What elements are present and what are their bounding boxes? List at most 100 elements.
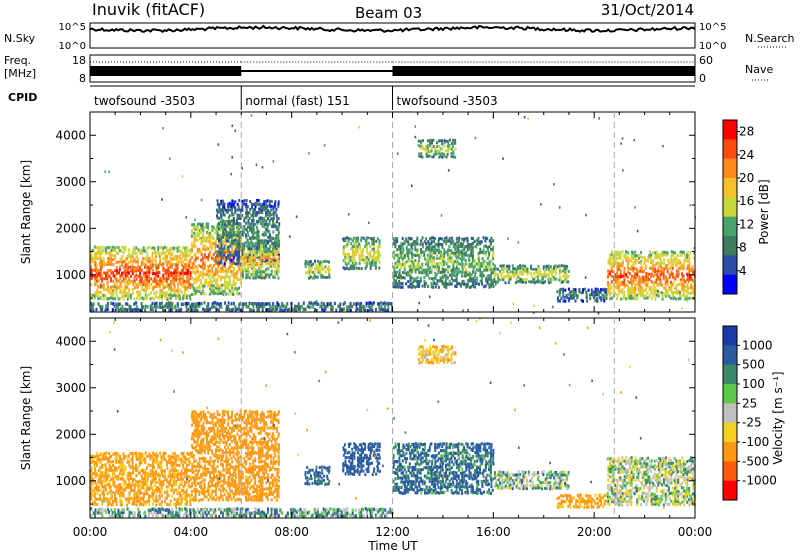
colorbar-swatch (723, 274, 737, 295)
echo-cell (135, 308, 138, 312)
echo-cell (197, 256, 199, 260)
echo-cell (557, 265, 559, 268)
echo-cell (231, 224, 234, 228)
echo-cell (129, 260, 132, 264)
echo-cell (169, 460, 172, 464)
echo-cell (171, 452, 174, 456)
echo-cell (682, 285, 685, 289)
echo-cell (520, 278, 523, 282)
echo-cell (511, 264, 514, 268)
echo-cell (164, 490, 167, 494)
echo-cell (241, 272, 244, 276)
echo-cell (252, 253, 255, 257)
echo-cell (246, 269, 249, 273)
echo-cell (180, 272, 183, 276)
echo-cell (406, 254, 409, 258)
echo-cell (129, 451, 132, 455)
echo-cell (182, 280, 185, 284)
echo-cell (261, 273, 264, 277)
echo-cell (249, 199, 252, 203)
echo-cell (444, 282, 447, 286)
echo-cell (537, 264, 540, 268)
cpid-segment-label: twofsound -3503 (397, 94, 498, 108)
echo-cell (140, 486, 143, 490)
echo-cell (393, 279, 396, 283)
echo-cell (679, 297, 682, 301)
echo-cell (129, 265, 132, 269)
echo-cell (664, 282, 667, 286)
echo-speckle (163, 309, 166, 312)
echo-cell (412, 280, 415, 284)
echo-cell (637, 289, 640, 292)
echo-cell (162, 251, 165, 255)
echo-cell (616, 286, 618, 290)
echo-cell (101, 465, 104, 469)
echo-cell (488, 260, 491, 264)
echo-cell (548, 281, 550, 285)
echo-cell (182, 268, 185, 272)
echo-cell (184, 288, 186, 292)
echo-cell (403, 276, 406, 280)
echo-cell (119, 488, 122, 492)
echo-cell (117, 486, 120, 490)
echo-cell (657, 253, 660, 257)
echo-cell (171, 307, 174, 312)
echo-cell (486, 237, 489, 241)
echo-cell (140, 483, 143, 487)
echo-cell (274, 200, 277, 204)
echo-cell (131, 454, 134, 458)
echo-cell (274, 264, 277, 268)
echo-cell (490, 236, 493, 240)
echo-cell (128, 291, 131, 295)
echo-cell (214, 227, 217, 231)
echo-cell (328, 260, 331, 264)
echo-cell (247, 258, 250, 262)
echo-cell (594, 299, 597, 303)
echo-cell (461, 251, 464, 255)
echo-cell (222, 219, 225, 223)
echo-cell (218, 237, 221, 241)
echo-cell (257, 264, 260, 268)
echo-cell (630, 297, 633, 300)
echo-cell (254, 247, 257, 251)
echo-cell (261, 250, 264, 254)
echo-cell (432, 276, 435, 280)
echo-cell (465, 250, 468, 254)
echo-cell (265, 211, 267, 215)
echo-cell (365, 250, 368, 254)
echo-cell (638, 261, 641, 264)
echo-cell (387, 308, 390, 312)
echo-cell (227, 254, 230, 258)
echo-cell (582, 290, 584, 294)
echo-cell (135, 466, 138, 470)
echo-cell (129, 305, 132, 309)
echo-cell (185, 495, 188, 499)
echo-cell (507, 272, 510, 276)
echo-cell (202, 231, 205, 235)
echo-cell (104, 497, 107, 501)
echo-cell (108, 480, 111, 484)
echo-cell (151, 307, 154, 312)
colorbar-swatch (723, 216, 737, 237)
echo-cell (117, 474, 120, 478)
echo-cell (176, 255, 179, 259)
echo-cell (614, 275, 617, 279)
echo-cell (107, 503, 109, 507)
echo-cell (625, 250, 627, 254)
echo-cell (130, 280, 133, 284)
echo-cell (175, 463, 178, 467)
echo-cell (135, 266, 138, 270)
echo-cell (138, 297, 141, 301)
echo-cell (103, 457, 105, 461)
echo-cell (418, 154, 421, 158)
echo-cell (121, 304, 124, 308)
echo-cell (455, 268, 458, 272)
echo-cell (255, 219, 258, 223)
echo-cell (90, 488, 93, 492)
echo-cell (430, 242, 433, 246)
echo-cell (596, 299, 599, 303)
echo-cell (140, 502, 143, 506)
echo-cell (146, 500, 149, 504)
echo-cell (189, 454, 192, 458)
echo-cell (117, 305, 120, 309)
